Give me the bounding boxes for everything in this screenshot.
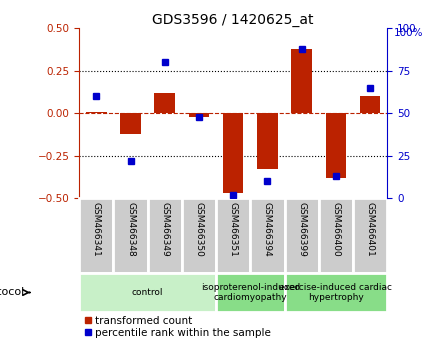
Bar (216, 198, 250, 273)
Text: GSM466394: GSM466394 (263, 202, 272, 257)
Text: GSM466400: GSM466400 (331, 202, 341, 257)
Text: control: control (132, 288, 163, 297)
Text: protocol: protocol (0, 287, 24, 297)
Bar (360, 96, 380, 113)
Bar (79, 273, 216, 312)
Bar (216, 273, 285, 312)
Bar (189, 113, 209, 117)
Bar (285, 198, 319, 273)
Title: GDS3596 / 1420625_at: GDS3596 / 1420625_at (152, 13, 314, 27)
Bar (257, 113, 278, 169)
Legend: transformed count, percentile rank within the sample: transformed count, percentile rank withi… (84, 316, 271, 338)
Bar (250, 198, 285, 273)
Bar (291, 49, 312, 113)
Text: GSM466341: GSM466341 (92, 202, 101, 257)
Text: 100%: 100% (393, 28, 423, 38)
Bar (326, 113, 346, 178)
Bar (114, 198, 148, 273)
Text: isoproterenol-induced
cardiomyopathy: isoproterenol-induced cardiomyopathy (201, 283, 300, 302)
Text: GSM466351: GSM466351 (229, 202, 238, 257)
Bar (353, 198, 387, 273)
Bar (79, 198, 114, 273)
Text: exercise-induced cardiac
hypertrophy: exercise-induced cardiac hypertrophy (279, 283, 392, 302)
Text: GSM466399: GSM466399 (297, 202, 306, 257)
Bar (120, 113, 141, 134)
Bar (223, 113, 243, 193)
Bar (154, 93, 175, 113)
Text: GSM466350: GSM466350 (194, 202, 203, 257)
Text: GSM466401: GSM466401 (366, 202, 374, 257)
Text: GSM466348: GSM466348 (126, 202, 135, 257)
Bar (319, 198, 353, 273)
Bar (182, 198, 216, 273)
Bar (285, 273, 387, 312)
Bar (148, 198, 182, 273)
Text: GSM466349: GSM466349 (160, 202, 169, 257)
